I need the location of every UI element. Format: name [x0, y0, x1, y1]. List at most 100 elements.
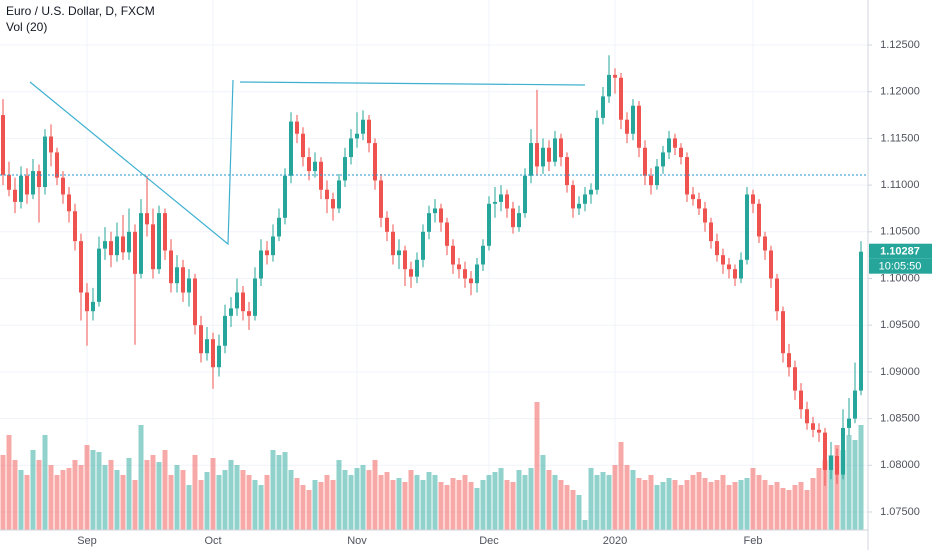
candle-body — [325, 189, 329, 200]
volume-bar — [192, 455, 198, 530]
candle-body — [817, 429, 821, 433]
volume-bar — [12, 460, 18, 530]
volume-bar — [432, 475, 438, 530]
volume-bar — [534, 402, 540, 530]
candle-body — [715, 241, 719, 256]
volume-bar — [258, 485, 264, 530]
candle-body — [439, 208, 443, 223]
candle-body — [181, 267, 185, 293]
candle-body — [139, 213, 143, 274]
volume-bar — [762, 480, 768, 530]
candle-body — [769, 250, 773, 279]
candle-body — [781, 311, 785, 354]
candle-body — [163, 213, 167, 251]
volume-bar — [384, 472, 390, 530]
volume-bar — [30, 450, 36, 530]
volume-bar — [564, 485, 570, 530]
volume-bar — [366, 470, 372, 530]
candle-body — [253, 278, 257, 316]
candle-body — [643, 147, 647, 176]
volume-bar — [708, 482, 714, 530]
volume-bar — [168, 475, 174, 530]
x-tick-label: 2020 — [603, 535, 627, 547]
volume-bar — [678, 485, 684, 530]
candle-body — [421, 231, 425, 260]
volume-bar — [312, 480, 318, 530]
volume-bar — [378, 475, 384, 530]
candle-body — [457, 264, 461, 270]
candle-body — [853, 390, 857, 419]
candle-body — [529, 143, 533, 176]
candle-body — [217, 345, 221, 368]
volume-bar — [594, 475, 600, 530]
volume-bar — [354, 468, 360, 530]
volume-bar — [828, 455, 834, 530]
volume-bar — [768, 485, 774, 530]
volume-bar — [276, 455, 282, 530]
volume-bar — [330, 480, 336, 530]
volume-bar — [852, 440, 858, 530]
candle-body — [763, 236, 767, 251]
volume-bar — [402, 482, 408, 530]
candle-body — [433, 208, 437, 214]
candle-body — [757, 203, 761, 237]
candle-body — [121, 236, 125, 253]
candle-body — [805, 409, 809, 424]
candle-body — [469, 278, 473, 284]
candle-body — [187, 278, 191, 293]
candle-body — [289, 121, 293, 176]
candle-body — [487, 203, 491, 246]
volume-bar — [324, 475, 330, 530]
volume-bar — [408, 470, 414, 530]
volume-bar — [36, 460, 42, 530]
volume-bar — [588, 468, 594, 530]
candle-body — [685, 157, 689, 195]
candle-body — [595, 117, 599, 190]
volume-bar — [132, 480, 138, 530]
candle-body — [679, 147, 683, 158]
candle-body — [169, 250, 173, 284]
y-tick-label: 1.10000 — [880, 272, 920, 284]
volume-bar — [294, 478, 300, 530]
y-tick-label: 1.09500 — [880, 319, 920, 331]
volume-bar — [612, 465, 618, 530]
candle-body — [157, 213, 161, 270]
candle-body — [859, 251, 863, 391]
candle-body — [229, 308, 233, 316]
candle-body — [745, 194, 749, 260]
candle-body — [559, 138, 563, 158]
volume-bar — [606, 475, 612, 530]
volume-bar — [342, 470, 348, 530]
candle-body — [55, 152, 59, 178]
volume-bar — [528, 468, 534, 530]
candle-body — [265, 250, 269, 256]
volume-bar — [372, 460, 378, 530]
candle-body — [349, 138, 353, 158]
volume-bar — [618, 442, 624, 530]
volume-bar — [624, 465, 630, 530]
volume-bar — [252, 480, 258, 530]
candle-body — [637, 105, 641, 148]
candle-body — [145, 213, 149, 225]
x-tick-label: Sep — [77, 535, 97, 547]
candle-body — [49, 136, 53, 153]
volume-bar — [648, 475, 654, 530]
y-tick-label: 1.08000 — [880, 459, 920, 471]
volume-bar — [462, 475, 468, 530]
y-tick-label: 1.11500 — [881, 132, 920, 144]
candle-body — [301, 133, 305, 158]
candle-body — [823, 432, 827, 470]
candle-body — [829, 455, 833, 470]
candle-body — [733, 269, 737, 279]
volume-bar — [732, 482, 738, 530]
volume-bar — [180, 470, 186, 530]
candle-body — [445, 222, 449, 246]
volume-bar — [804, 490, 810, 530]
volume-bar — [228, 460, 234, 530]
volume-bar — [222, 470, 228, 530]
candle-body — [415, 259, 419, 277]
candle-body — [115, 236, 119, 256]
volume-bar — [234, 465, 240, 530]
candle-body — [97, 248, 101, 302]
candle-body — [625, 119, 629, 134]
